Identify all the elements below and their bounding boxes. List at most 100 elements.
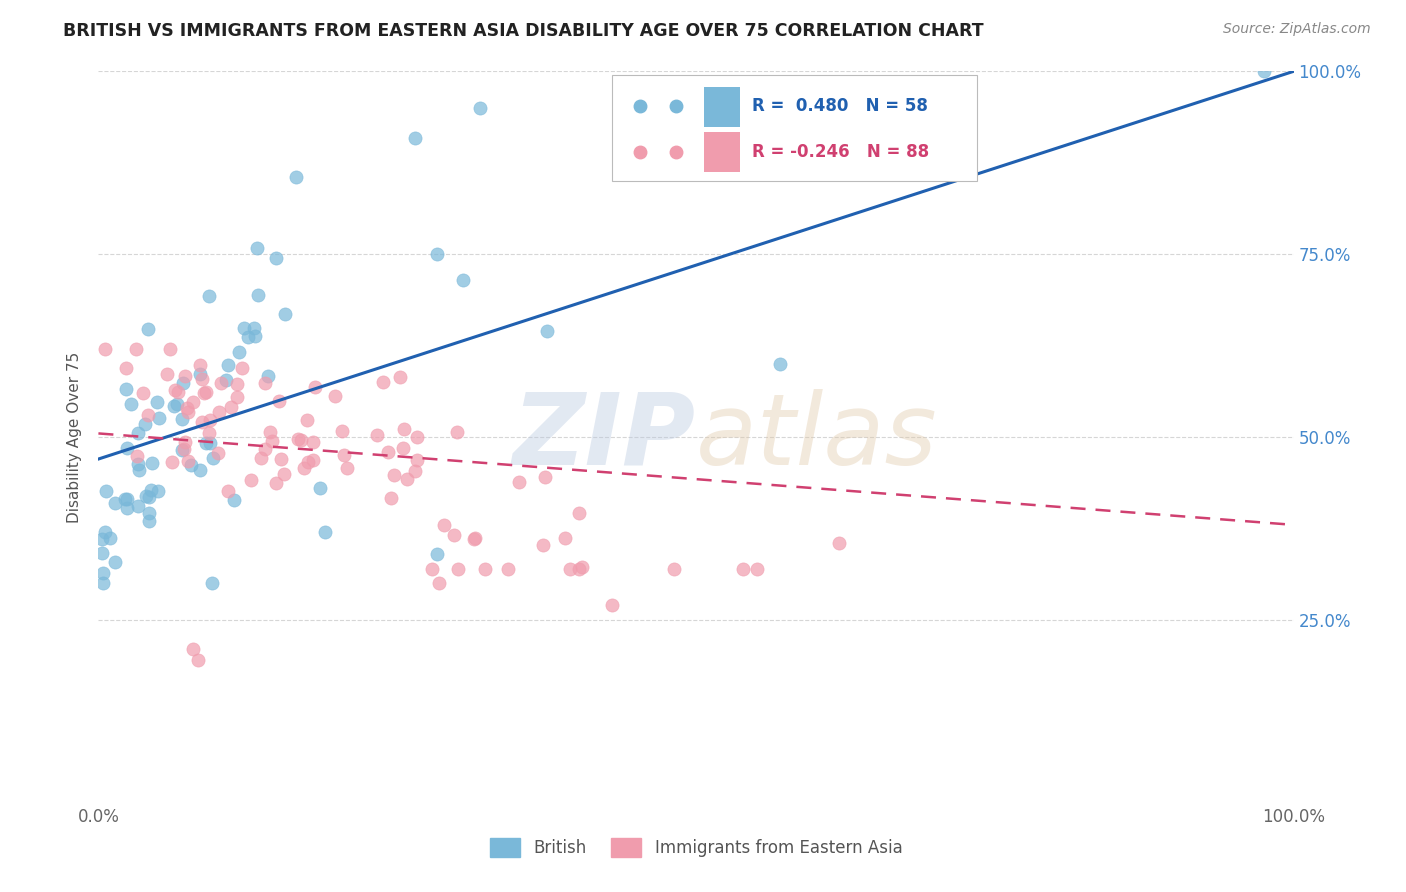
Point: [114, 360, 136, 375]
Point: [243, 321, 266, 335]
Point: [1253, 64, 1275, 78]
Point: [174, 435, 197, 450]
Point: [201, 451, 224, 466]
Point: [180, 458, 202, 473]
Point: [245, 329, 267, 343]
Point: [382, 468, 405, 483]
Point: [323, 389, 346, 403]
Point: [231, 361, 253, 376]
Point: [404, 465, 426, 479]
Point: [534, 470, 557, 484]
Point: [188, 367, 211, 381]
Point: [406, 452, 429, 467]
Point: [297, 455, 319, 469]
Point: [270, 451, 292, 466]
Point: [474, 562, 496, 576]
Point: [446, 425, 468, 440]
Point: [249, 450, 271, 465]
Point: [219, 400, 242, 414]
Point: [120, 397, 142, 411]
Point: [115, 441, 138, 455]
Point: [392, 441, 415, 455]
Point: [159, 343, 181, 357]
FancyBboxPatch shape: [613, 75, 977, 181]
Point: [222, 493, 245, 508]
Point: [198, 289, 221, 303]
Point: [193, 386, 215, 401]
Text: atlas: atlas: [696, 389, 938, 485]
Text: R =  0.480   N = 58: R = 0.480 N = 58: [752, 97, 928, 115]
Point: [172, 376, 194, 391]
Point: [558, 562, 581, 576]
Point: [571, 559, 593, 574]
Point: [195, 385, 218, 400]
Point: [198, 413, 221, 427]
Point: [731, 562, 754, 576]
Point: [536, 324, 558, 338]
Point: [94, 343, 117, 357]
Point: [273, 467, 295, 481]
Point: [104, 555, 127, 569]
Point: [371, 375, 394, 389]
Point: [257, 369, 280, 384]
Point: [207, 446, 229, 460]
Point: [125, 449, 148, 463]
Point: [148, 411, 170, 425]
Point: [217, 483, 239, 498]
Bar: [704, 132, 740, 172]
Point: [396, 472, 419, 486]
Point: [287, 432, 309, 446]
Point: [451, 273, 474, 287]
Point: [426, 247, 449, 261]
Point: [215, 373, 238, 387]
Point: [336, 461, 359, 475]
Y-axis label: Disability Age Over 75: Disability Age Over 75: [67, 351, 83, 523]
Point: [209, 376, 232, 391]
Point: [188, 358, 211, 372]
Point: [194, 436, 217, 450]
Point: [173, 369, 195, 384]
Point: [200, 576, 222, 591]
Point: [191, 415, 214, 429]
Point: [301, 453, 323, 467]
Point: [170, 412, 193, 426]
Point: [217, 358, 239, 372]
Point: [388, 369, 411, 384]
Point: [135, 489, 157, 503]
Point: [145, 394, 167, 409]
Point: [259, 425, 281, 439]
Text: ZIP: ZIP: [513, 389, 696, 485]
Point: [115, 382, 138, 396]
Point: [98, 531, 121, 545]
Point: [91, 576, 114, 591]
Point: [246, 288, 269, 302]
Point: [104, 496, 127, 510]
Point: [405, 430, 427, 444]
Point: [163, 399, 186, 413]
Point: [181, 642, 204, 657]
Point: [138, 506, 160, 520]
Point: [136, 322, 159, 336]
Point: [127, 457, 149, 471]
Point: [190, 372, 212, 386]
Point: [246, 241, 269, 255]
Point: [163, 383, 186, 397]
Point: [253, 442, 276, 456]
Point: [260, 434, 283, 449]
Point: [664, 562, 686, 576]
Point: [128, 463, 150, 477]
Point: [602, 599, 624, 613]
Point: [315, 525, 337, 540]
Point: [392, 422, 415, 436]
Point: [90, 546, 112, 560]
Point: [166, 396, 188, 410]
Point: [420, 562, 443, 576]
Point: [443, 528, 465, 542]
Point: [240, 473, 263, 487]
Point: [366, 427, 388, 442]
Point: [208, 405, 231, 419]
Point: [568, 506, 591, 520]
Point: [264, 475, 287, 490]
Legend: British, Immigrants from Eastern Asia: British, Immigrants from Eastern Asia: [484, 831, 908, 864]
Point: [464, 532, 486, 546]
